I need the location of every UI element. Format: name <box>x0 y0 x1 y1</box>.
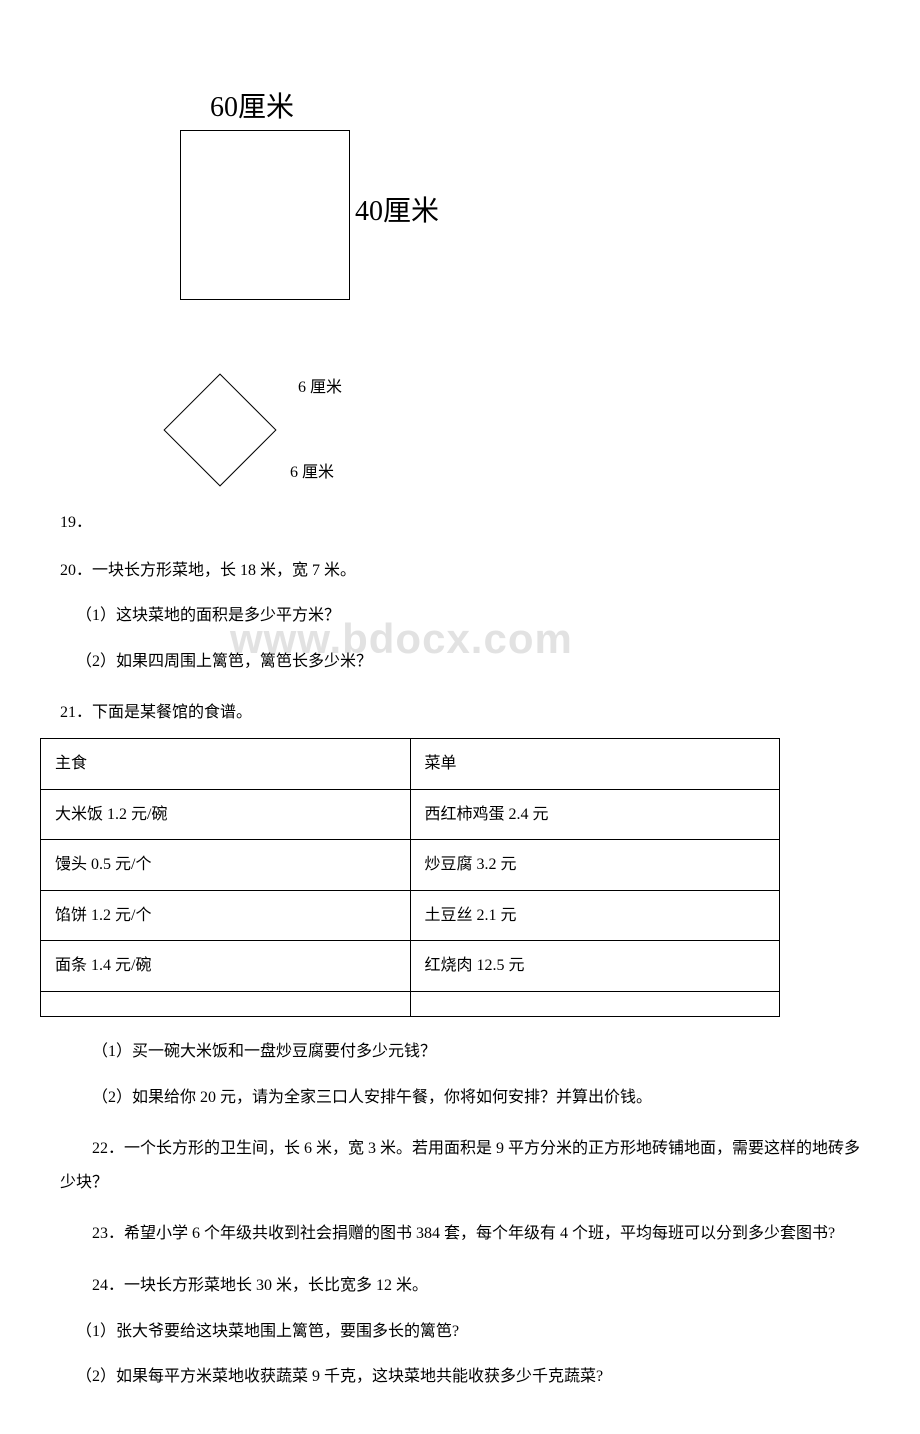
question-21: 21．下面是某餐馆的食谱。 <box>60 696 860 730</box>
question-19: 19． <box>60 510 860 536</box>
question-20-sub1: （1）这块菜地的面积是多少平方米？ <box>76 599 860 633</box>
table-cell: 馒头 0.5 元/个 <box>41 840 411 891</box>
rect-width-label: 60厘米 <box>210 86 294 131</box>
diamond-side-label-1: 6 厘米 <box>298 375 342 401</box>
table-row: 大米饭 1.2 元/碗 西红柿鸡蛋 2.4 元 <box>41 789 780 840</box>
menu-table: 主食 菜单 大米饭 1.2 元/碗 西红柿鸡蛋 2.4 元 馒头 0.5 元/个… <box>40 738 780 1017</box>
rect-height-label: 40厘米 <box>355 190 439 235</box>
table-header-1: 主食 <box>41 738 411 789</box>
table-cell <box>410 991 780 1016</box>
diamond-side-label-2: 6 厘米 <box>290 460 334 486</box>
rectangle-diagram: 60厘米 40厘米 <box>160 100 510 320</box>
table-cell: 炒豆腐 3.2 元 <box>410 840 780 891</box>
table-row: 馒头 0.5 元/个 炒豆腐 3.2 元 <box>41 840 780 891</box>
question-20: 20．一块长方形菜地，长 18 米，宽 7 米。 <box>60 554 860 588</box>
table-cell: 大米饭 1.2 元/碗 <box>41 789 411 840</box>
table-cell: 红烧肉 12.5 元 <box>410 941 780 992</box>
table-cell: 西红柿鸡蛋 2.4 元 <box>410 789 780 840</box>
table-row <box>41 991 780 1016</box>
question-24-sub2: （2）如果每平方米菜地收获蔬菜 9 千克，这块菜地共能收获多少千克蔬菜? <box>76 1360 860 1394</box>
diamond-shape <box>163 373 276 486</box>
question-24: 24．一块长方形菜地长 30 米，长比宽多 12 米。 <box>60 1269 860 1303</box>
table-cell: 面条 1.4 元/碗 <box>41 941 411 992</box>
table-row: 面条 1.4 元/碗 红烧肉 12.5 元 <box>41 941 780 992</box>
table-header-2: 菜单 <box>410 738 780 789</box>
table-cell: 馅饼 1.2 元/个 <box>41 890 411 941</box>
question-23: 23．希望小学 6 个年级共收到社会捐赠的图书 384 套，每个年级有 4 个班… <box>60 1217 860 1251</box>
question-22: 22．一个长方形的卫生间，长 6 米，宽 3 米。若用面积是 9 平方分米的正方… <box>60 1132 860 1199</box>
table-row: 主食 菜单 <box>41 738 780 789</box>
diamond-diagram: 6 厘米 6 厘米 <box>170 360 420 500</box>
question-20-sub2: （2）如果四周围上篱笆，篱笆长多少米？ <box>76 645 860 679</box>
table-cell: 土豆丝 2.1 元 <box>410 890 780 941</box>
question-21-sub1: （1）买一碗大米饭和一盘炒豆腐要付多少元钱？ <box>60 1035 860 1069</box>
table-row: 馅饼 1.2 元/个 土豆丝 2.1 元 <box>41 890 780 941</box>
question-21-sub2: （2）如果给你 20 元，请为全家三口人安排午餐，你将如何安排？并算出价钱。 <box>60 1081 860 1115</box>
document-content: 60厘米 40厘米 6 厘米 6 厘米 19． 20．一块长方形菜地，长 18 … <box>60 100 860 1394</box>
rectangle-shape <box>180 130 350 300</box>
table-cell <box>41 991 411 1016</box>
question-24-sub1: （1）张大爷要给这块菜地围上篱笆，要围多长的篱笆? <box>76 1315 860 1349</box>
